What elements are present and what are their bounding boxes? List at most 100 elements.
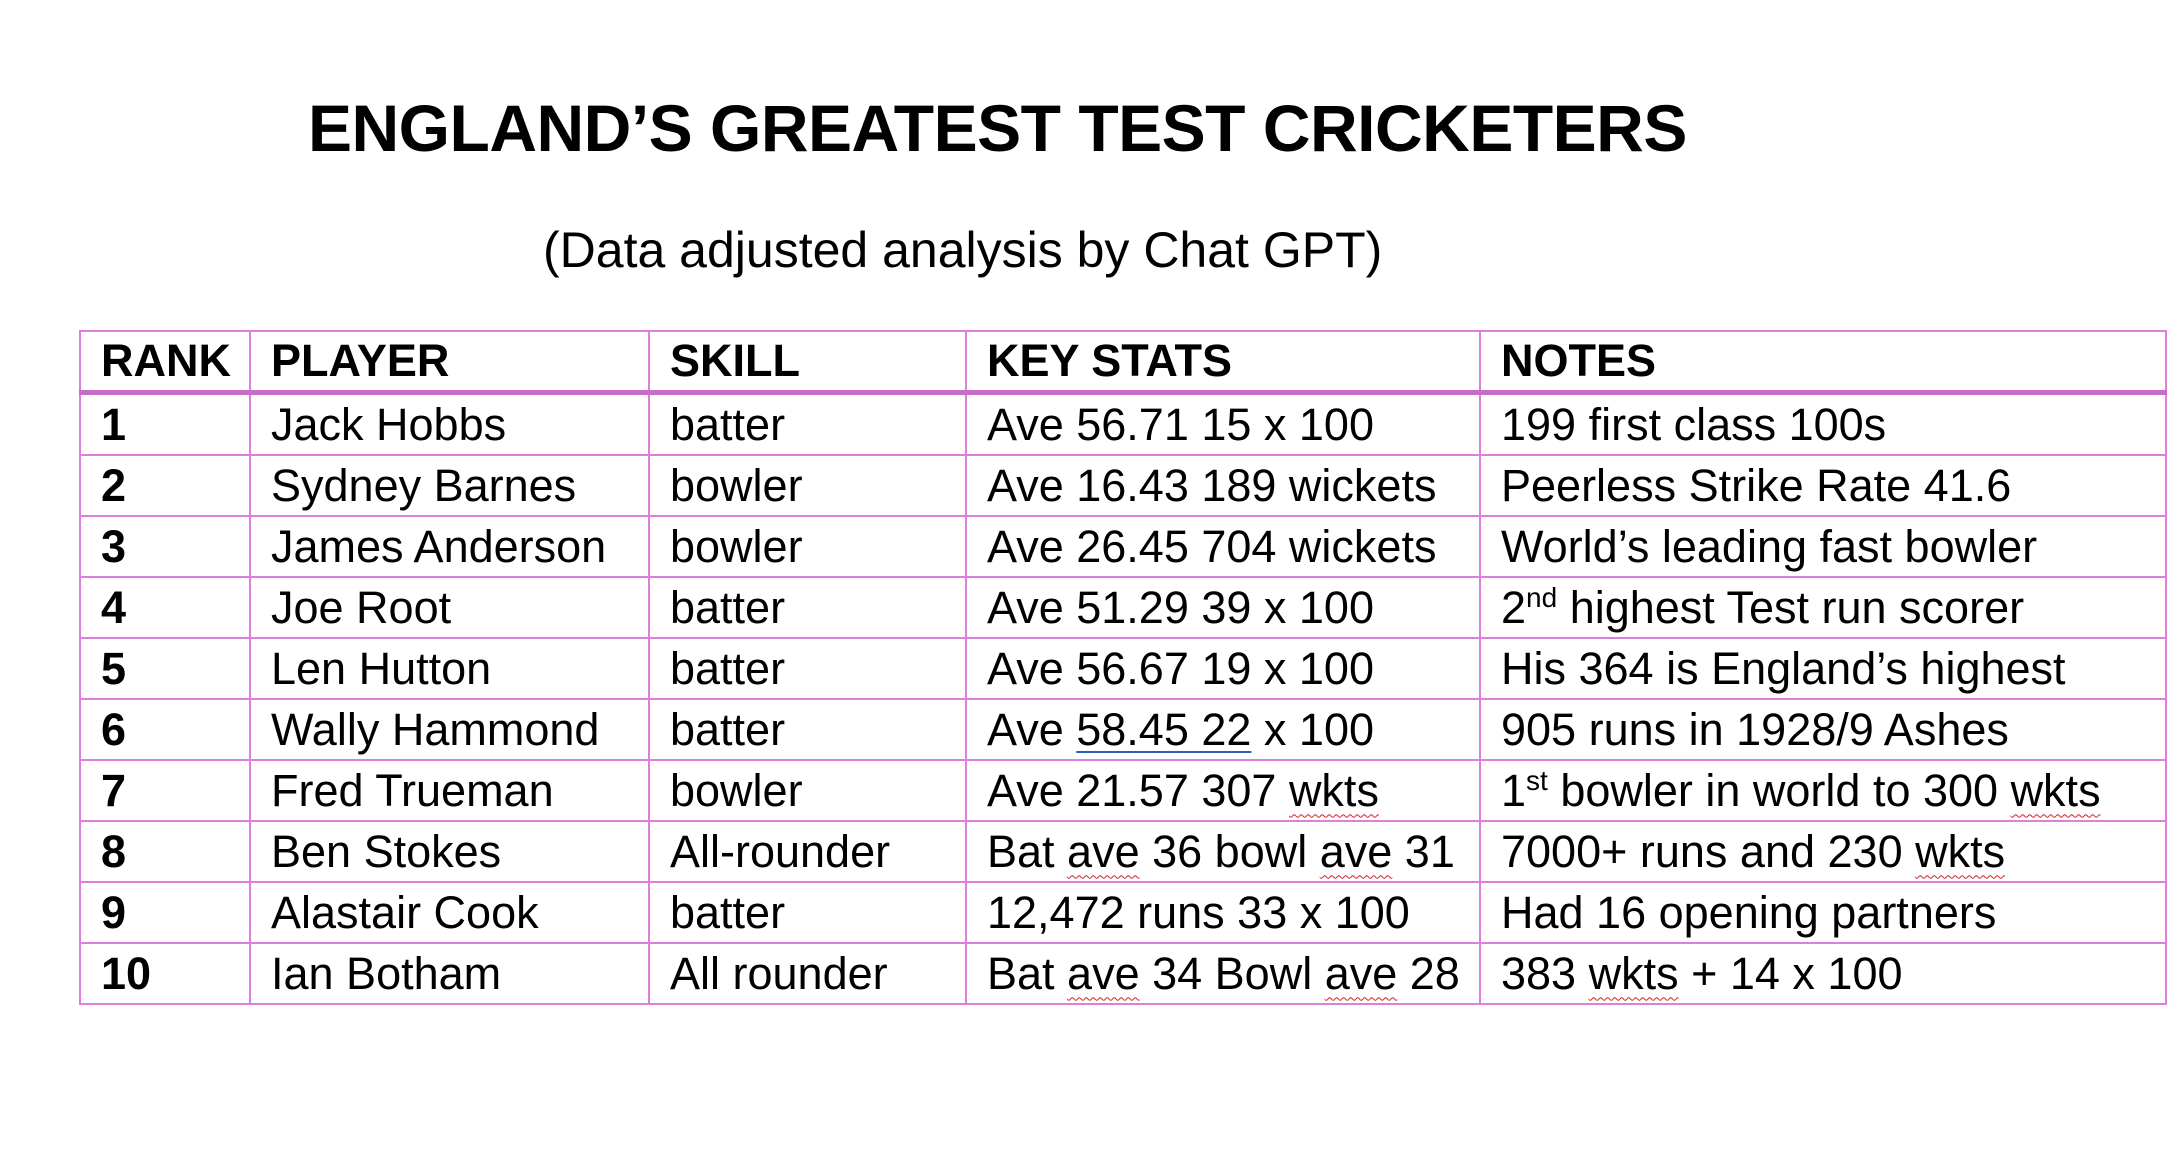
spellcheck-flagged-word: ave — [1067, 825, 1140, 877]
notes-cell: 2nd highest Test run scorer — [1479, 576, 2167, 639]
table-row: 4 Joe Root batter Ave 51.29 39 x 100 2nd hig… — [79, 576, 2167, 639]
key-stats-cell: Ave 21.57 307 wkts — [965, 759, 1481, 822]
header-key-stats: KEY STATS — [965, 330, 1481, 395]
table-body: 1 Jack Hobbs batter Ave 56.71 15 x 100 199 f… — [79, 391, 2167, 1005]
table-row: 6 Wally Hammond batter Ave 58.45 22 x 100 90… — [79, 698, 2167, 761]
rank-cell: 7 — [79, 759, 251, 822]
player-cell: Wally Hammond — [249, 698, 650, 761]
key-stats-cell: Ave 51.29 39 x 100 — [965, 576, 1481, 639]
cell-text: Ave 16.43 189 wickets — [987, 459, 1437, 511]
player-cell: Ian Botham — [249, 942, 650, 1005]
table-row: 2 Sydney Barnes bowler Ave 16.43 189 wicket… — [79, 454, 2167, 517]
player-cell: Joe Root — [249, 576, 650, 639]
table-row: 8 Ben Stokes All-rounder Bat ave 36 bowl av… — [79, 820, 2167, 883]
player-cell: Fred Trueman — [249, 759, 650, 822]
skill-cell: batter — [648, 698, 967, 761]
cell-text: 2 — [1501, 581, 1527, 633]
skill-cell: All rounder — [648, 942, 967, 1005]
key-stats-cell: Bat ave 34 Bowl ave 28 — [965, 942, 1481, 1005]
key-stats-cell: Ave 26.45 704 wickets — [965, 515, 1481, 578]
player-cell: James Anderson — [249, 515, 650, 578]
cell-text: + 14 x 100 — [1678, 947, 1903, 999]
cell-text: Had 16 opening partners — [1501, 886, 1997, 938]
cell-text: Ave — [987, 703, 1077, 755]
rank-cell: 10 — [79, 942, 251, 1005]
notes-cell: World’s leading fast bowler — [1479, 515, 2167, 578]
rank-cell: 1 — [79, 391, 251, 456]
table-row: 5 Len Hutton batter Ave 56.67 19 x 100 His 3… — [79, 637, 2167, 700]
cell-text: Bat — [987, 947, 1068, 999]
cell-text: 36 bowl — [1139, 825, 1320, 877]
hyperlink-text[interactable]: 58.45 22 — [1076, 703, 1252, 755]
header-rank: RANK — [79, 330, 251, 395]
rank-cell: 8 — [79, 820, 251, 883]
cell-text: 12,472 runs 33 x 100 — [987, 886, 1410, 938]
rank-cell: 5 — [79, 637, 251, 700]
page-subtitle: (Data adjusted analysis by Chat GPT) — [543, 222, 1383, 278]
cell-text: bowler in world to 300 — [1547, 764, 2011, 816]
cell-text: 199 first class 100s — [1501, 398, 1887, 450]
rank-cell: 4 — [79, 576, 251, 639]
table-row: 9 Alastair Cook batter 12,472 runs 33 x 100… — [79, 881, 2167, 944]
skill-cell: batter — [648, 637, 967, 700]
rank-cell: 9 — [79, 881, 251, 944]
cell-text: Ave 21.57 307 — [987, 764, 1289, 816]
ordinal-superscript: st — [1526, 764, 1548, 796]
table-row: 7 Fred Trueman bowler Ave 21.57 307 wkts 1st… — [79, 759, 2167, 822]
header-skill: SKILL — [648, 330, 967, 395]
cell-text: 1 — [1501, 764, 1527, 816]
table-row: 1 Jack Hobbs batter Ave 56.71 15 x 100 199 f… — [79, 391, 2167, 456]
table-header-row: RANK PLAYER SKILL KEY STATS NOTES — [79, 330, 2167, 395]
table-row: 3 James Anderson bowler Ave 26.45 704 wicke… — [79, 515, 2167, 578]
key-stats-cell: Ave 58.45 22 x 100 — [965, 698, 1481, 761]
cell-text: Peerless Strike Rate 41.6 — [1501, 459, 2012, 511]
skill-cell: batter — [648, 576, 967, 639]
cell-text: Bat — [987, 825, 1068, 877]
skill-cell: batter — [648, 391, 967, 456]
cricketers-table: RANK PLAYER SKILL KEY STATS NOTES 1 Jack … — [79, 330, 2167, 1005]
key-stats-cell: Bat ave 36 bowl ave 31 — [965, 820, 1481, 883]
skill-cell: All-rounder — [648, 820, 967, 883]
spellcheck-flagged-word: ave — [1067, 947, 1140, 999]
spellcheck-flagged-word: ave — [1319, 825, 1393, 877]
notes-cell: His 364 is England’s highest — [1479, 637, 2167, 700]
header-notes: NOTES — [1479, 330, 2167, 395]
notes-cell: Peerless Strike Rate 41.6 — [1479, 454, 2167, 517]
cell-text: Ave 26.45 704 wickets — [987, 520, 1437, 572]
cell-text: 905 runs in 1928/9 Ashes — [1501, 703, 2009, 755]
cell-text: highest Test run scorer — [1557, 581, 2025, 633]
rank-cell: 2 — [79, 454, 251, 517]
key-stats-cell: Ave 56.67 19 x 100 — [965, 637, 1481, 700]
rank-cell: 6 — [79, 698, 251, 761]
header-player: PLAYER — [249, 330, 650, 395]
notes-cell: 7000+ runs and 230 wkts — [1479, 820, 2167, 883]
rank-cell: 3 — [79, 515, 251, 578]
notes-cell: Had 16 opening partners — [1479, 881, 2167, 944]
cell-text: 7000+ runs and 230 — [1501, 825, 1916, 877]
notes-cell: 905 runs in 1928/9 Ashes — [1479, 698, 2167, 761]
cell-text: Ave 56.71 15 x 100 — [987, 398, 1374, 450]
key-stats-cell: 12,472 runs 33 x 100 — [965, 881, 1481, 944]
key-stats-cell: Ave 16.43 189 wickets — [965, 454, 1481, 517]
skill-cell: bowler — [648, 515, 967, 578]
player-cell: Len Hutton — [249, 637, 650, 700]
player-cell: Sydney Barnes — [249, 454, 650, 517]
cell-text: 28 — [1397, 947, 1460, 999]
spellcheck-flagged-word: wkts — [2010, 764, 2101, 816]
cell-text: Ave 51.29 39 x 100 — [987, 581, 1374, 633]
player-cell: Alastair Cook — [249, 881, 650, 944]
player-cell: Jack Hobbs — [249, 391, 650, 456]
cell-text: World’s leading fast bowler — [1501, 520, 2038, 572]
cell-text: His 364 is England’s highest — [1501, 642, 2066, 694]
player-cell: Ben Stokes — [249, 820, 650, 883]
notes-cell: 383 wkts + 14 x 100 — [1479, 942, 2167, 1005]
ordinal-superscript: nd — [1526, 581, 1558, 613]
table-row: 10 Ian Botham All rounder Bat ave 34 Bowl a… — [79, 942, 2167, 1005]
skill-cell: bowler — [648, 759, 967, 822]
skill-cell: bowler — [648, 454, 967, 517]
spellcheck-flagged-word: wkts — [1288, 764, 1379, 816]
skill-cell: batter — [648, 881, 967, 944]
page-title: ENGLAND’S GREATEST TEST CRICKETERS — [308, 91, 1687, 165]
cell-text: 383 — [1501, 947, 1589, 999]
cell-text: Ave 56.67 19 x 100 — [987, 642, 1374, 694]
